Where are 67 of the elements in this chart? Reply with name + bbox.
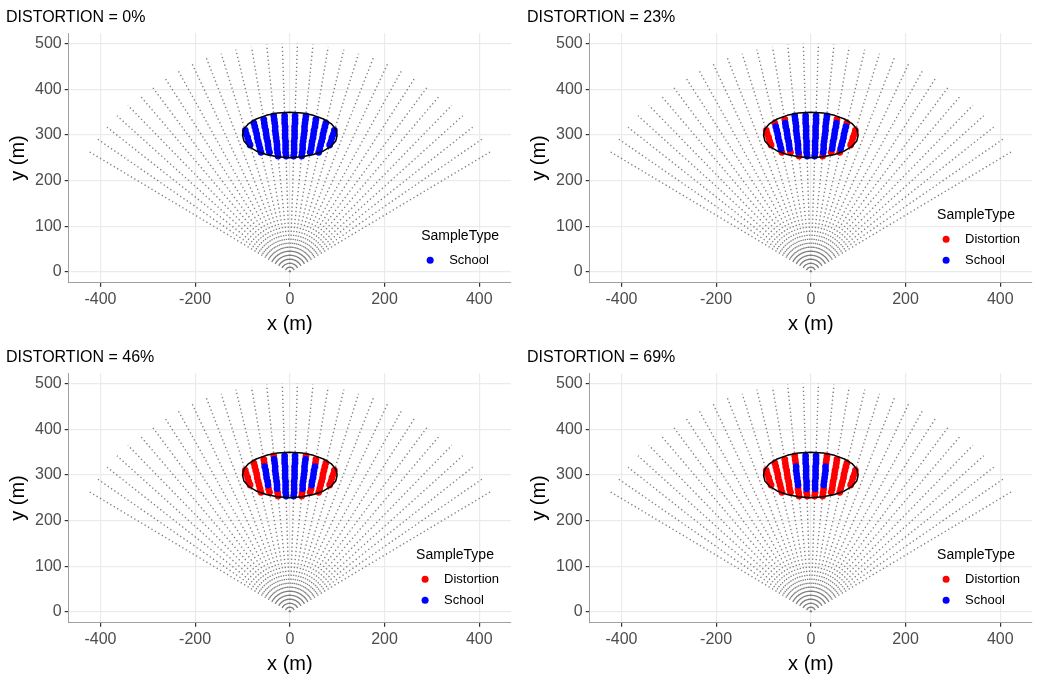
x-axis-title: x (m) [788,651,834,674]
y-tick-label: 300 [555,125,583,143]
y-tick-label: 300 [34,125,62,143]
y-tick-label: 300 [555,465,583,483]
y-tick-label: 400 [555,419,583,437]
x-axis-title: x (m) [267,311,313,334]
legend-title: SampleType [937,545,1016,562]
legend-label: Distortion [965,230,1021,246]
y-tick-label: 0 [573,602,583,620]
y-tick-label: 500 [34,374,62,392]
legend-label: Distortion [965,570,1021,586]
chart-title: DISTORTION = 46% [6,348,155,366]
legend-title: SampleType [416,545,495,562]
x-tick-label: 200 [892,629,919,647]
x-tick-label: -400 [605,629,638,647]
x-tick-label: 200 [371,629,398,647]
x-tick-label: 200 [892,289,919,307]
x-tick-label: 200 [371,289,398,307]
y-tick-label: 500 [555,34,583,52]
x-axis-title: x (m) [267,651,313,674]
y-tick-label: 200 [555,510,583,528]
y-axis-title: y (m) [5,475,28,521]
x-tick-label: -400 [605,289,638,307]
x-tick-label: -200 [700,289,733,307]
chart-title: DISTORTION = 23% [527,8,676,26]
x-tick-label: 400 [986,629,1014,647]
y-tick-label: 500 [555,374,583,392]
x-tick-label: 0 [285,289,295,307]
y-tick-label: 400 [34,419,62,437]
x-tick-label: -200 [179,629,212,647]
y-tick-label: 0 [52,602,62,620]
chart-title: DISTORTION = 0% [6,8,146,26]
y-tick-label: 100 [555,216,583,234]
y-tick-label: 0 [573,262,583,280]
y-tick-label: 200 [555,170,583,188]
chart-title: DISTORTION = 69% [527,348,676,366]
y-tick-label: 300 [34,465,62,483]
x-tick-label: 400 [465,629,493,647]
y-tick-label: 100 [34,216,62,234]
x-tick-label: 400 [465,289,493,307]
y-tick-label: 400 [34,79,62,97]
legend-label: School [965,591,1005,607]
x-tick-label: -400 [84,629,117,647]
legend-label: School [965,251,1005,267]
x-tick-label: 0 [806,629,816,647]
y-axis-title: y (m) [5,135,28,181]
y-tick-label: 500 [34,34,62,52]
legend-label: Distortion [444,570,500,586]
x-tick-label: 0 [806,289,816,307]
legend-title: SampleType [421,226,500,243]
legend-title: SampleType [937,205,1016,222]
x-tick-label: -200 [179,289,212,307]
x-tick-label: 0 [285,629,295,647]
y-tick-label: 200 [34,510,62,528]
y-tick-label: 100 [555,556,583,574]
x-tick-label: -200 [700,629,733,647]
y-axis-title: y (m) [526,135,549,181]
y-tick-label: 400 [555,79,583,97]
x-tick-label: 400 [986,289,1014,307]
x-tick-label: -400 [84,289,117,307]
legend-label: School [444,591,484,607]
legend-label: School [449,251,490,267]
y-tick-label: 100 [34,556,62,574]
y-tick-label: 200 [34,170,62,188]
y-axis-title: y (m) [526,475,549,521]
x-axis-title: x (m) [788,311,834,334]
y-tick-label: 0 [52,262,62,280]
